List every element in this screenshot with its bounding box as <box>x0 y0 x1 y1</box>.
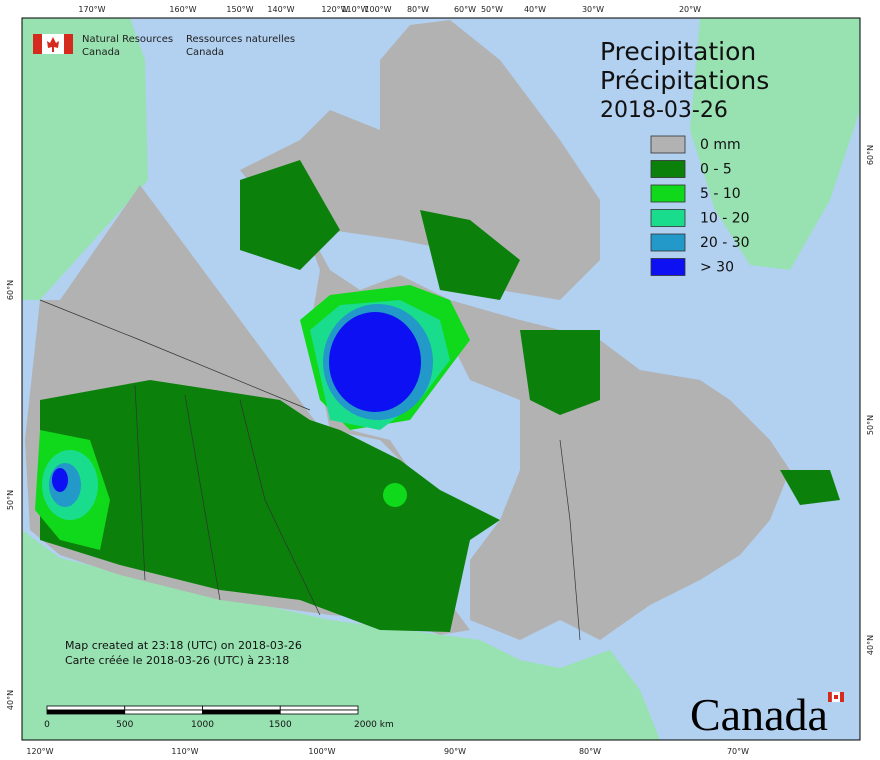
precip-over-30 <box>329 312 421 412</box>
map-body <box>22 18 860 740</box>
maple-leaf <box>47 37 59 52</box>
agency-name: Natural Resources <box>82 34 173 45</box>
scale-segment <box>279 709 359 715</box>
longitude-label: 110°W <box>171 747 198 756</box>
flag-bar <box>828 692 832 702</box>
longitude-label: 30°W <box>582 5 604 14</box>
scale-label: 1000 <box>191 720 214 730</box>
latitude-label: 40°N <box>6 690 15 710</box>
longitude-label: 100°W <box>308 747 335 756</box>
latitude-label: 60°N <box>866 145 875 165</box>
latitude-label: 50°N <box>6 490 15 510</box>
legend: Precipitation Précipitations 2018-03-26 … <box>600 37 769 276</box>
longitude-label: 120°W <box>26 747 53 756</box>
precip-0-5 <box>520 330 600 415</box>
longitude-label: 60°W <box>454 5 476 14</box>
precip-0-5 <box>240 160 340 270</box>
scale-segment <box>46 709 126 715</box>
legend-swatch <box>650 233 686 252</box>
flag-bar <box>840 692 844 702</box>
footer-note: Carte créée le 2018-03-26 (UTC) à 23:18 <box>65 654 289 667</box>
wordmark: Canada <box>690 689 844 740</box>
frame <box>21 17 861 741</box>
longitude-label: 170°W <box>78 5 105 14</box>
longitude-label: 160°W <box>169 5 196 14</box>
scale-segment <box>124 709 203 715</box>
scale-label: 1500 <box>269 720 292 730</box>
agency-country: Canada <box>186 47 224 58</box>
scale-segment <box>124 705 203 711</box>
legend-swatch <box>650 209 686 227</box>
precip-5-10 <box>383 483 407 507</box>
agency-country: Canada <box>82 47 120 58</box>
scale-segment <box>202 705 281 711</box>
legend-swatch <box>650 135 686 154</box>
scale-label: 2000 km <box>354 720 394 730</box>
scale-segment <box>202 709 281 715</box>
greenland <box>690 18 860 270</box>
flag-bar <box>64 34 73 54</box>
legend-label: 20 - 30 <box>700 235 750 251</box>
agency-name: Ressources naturelles <box>186 34 295 45</box>
alaska <box>22 18 148 300</box>
precip-0-5 <box>420 210 520 300</box>
longitude-label: 90°W <box>444 747 466 756</box>
longitude-label: 100°W <box>364 5 391 14</box>
maple-leaf <box>834 695 838 699</box>
legend-title: Precipitation <box>600 37 756 66</box>
flag-bar <box>33 34 42 54</box>
scale-label: 0 <box>44 720 50 730</box>
scale-label: 500 <box>116 720 133 730</box>
longitude-label: 140°W <box>267 5 294 14</box>
latitude-label: 60°N <box>6 280 15 300</box>
boundaries <box>39 299 581 641</box>
scale-segment <box>279 705 359 711</box>
scale-segment <box>46 705 126 711</box>
legend-date: 2018-03-26 <box>600 98 728 123</box>
legend-title: Précipitations <box>600 66 769 95</box>
latitude-label: 40°N <box>866 635 875 655</box>
longitude-label: 50°W <box>481 5 503 14</box>
longitude-label: 20°W <box>679 5 701 14</box>
precip-0-5 <box>40 380 500 632</box>
legend-label: 0 mm <box>700 137 741 153</box>
footer-note: Map created at 23:18 (UTC) on 2018-03-26 <box>65 639 302 652</box>
longitude-label: 80°W <box>579 747 601 756</box>
longitude-label: 120°W <box>321 5 348 14</box>
legend-swatch <box>650 160 686 178</box>
legend-label: 10 - 20 <box>700 211 750 227</box>
legend-label: > 30 <box>700 260 734 276</box>
longitude-label: 150°W <box>226 5 253 14</box>
precip-over-30 <box>52 468 68 492</box>
united-states <box>22 530 660 740</box>
legend-swatch <box>650 258 686 276</box>
longitude-label: 40°W <box>524 5 546 14</box>
legend-label: 5 - 10 <box>700 186 741 202</box>
longitude-label: 80°W <box>407 5 429 14</box>
agency-signature: Natural Resources Canada Ressources natu… <box>33 34 295 58</box>
legend-label: 0 - 5 <box>700 162 732 178</box>
wordmark-text: Canada <box>690 689 828 740</box>
legend-swatch <box>650 184 686 203</box>
precip-0-5 <box>780 470 840 505</box>
latitude-label: 50°N <box>866 415 875 435</box>
longitude-label: 110°W <box>341 5 368 14</box>
scale-bar: 0 500 1000 1500 2000 km <box>44 705 394 730</box>
longitude-label: 70°W <box>727 747 749 756</box>
